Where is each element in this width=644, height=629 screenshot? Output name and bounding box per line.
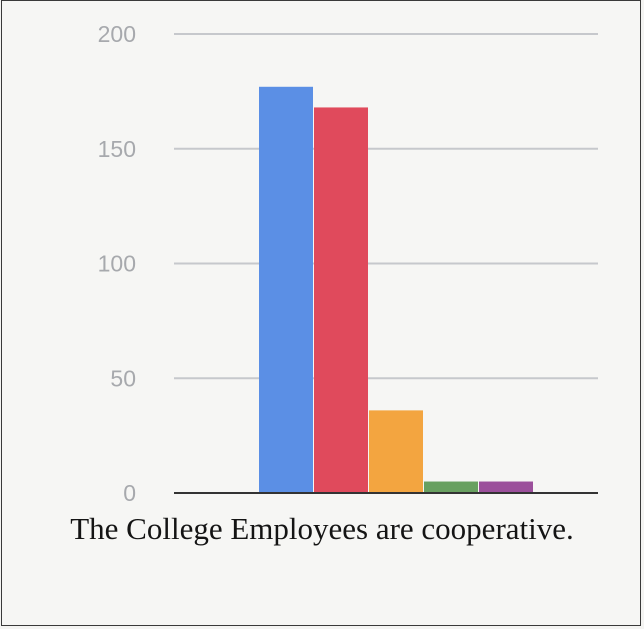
bar-2 (314, 107, 368, 493)
y-tick-label: 200 (98, 21, 136, 47)
bar-1 (259, 87, 313, 493)
bar-4 (424, 482, 478, 493)
y-tick-label: 0 (123, 480, 136, 506)
y-axis-ticks: 0 50 100 150 200 (98, 21, 136, 506)
y-tick-label: 50 (110, 365, 136, 391)
bar-5 (479, 482, 533, 493)
bars (259, 87, 533, 493)
chart-caption: The College Employees are cooperative. (2, 511, 642, 547)
gridlines (174, 34, 598, 378)
y-tick-label: 100 (98, 251, 136, 277)
y-tick-label: 150 (98, 136, 136, 162)
bar-3 (369, 410, 423, 493)
